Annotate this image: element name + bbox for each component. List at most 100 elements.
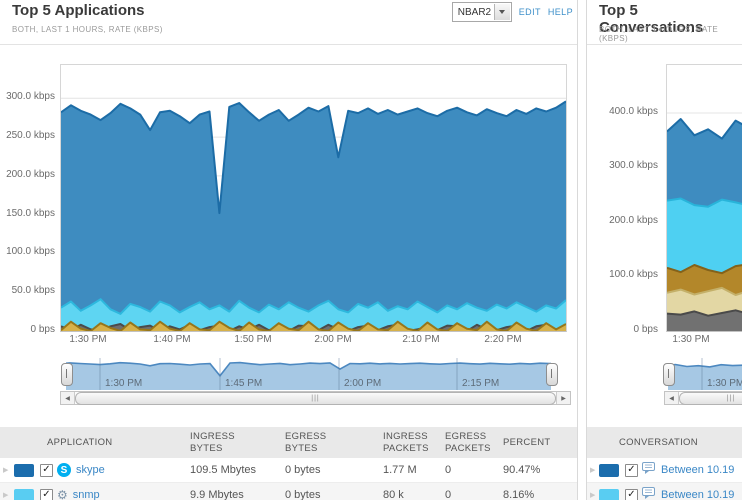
table-cell: 0 bytes: [285, 489, 321, 500]
panel-subtitle: BOTH, LAST 1 HOURS, RATE (KBPS): [12, 25, 163, 34]
y-axis-label: 50.0 kbps: [11, 285, 55, 296]
x-axis-label: 1:30 PM: [69, 334, 107, 345]
column-header: INGRESS BYTES: [190, 431, 235, 454]
row-leading-cell: ▶ ✓ ⚙ snmp: [0, 483, 190, 500]
y-axis-label: 200.0 kbps: [609, 215, 658, 226]
table-cell: 80 k: [383, 489, 404, 500]
expand-row-icon[interactable]: ▶: [3, 467, 9, 474]
expand-row-icon[interactable]: ▶: [3, 492, 9, 499]
time-range-brush[interactable]: 1:30 PM 1:45 PM 2:00 PM 2:15 PM: [60, 358, 570, 390]
grip-icon: |||: [726, 395, 736, 402]
table-header-row: CONVERSATION: [587, 427, 742, 458]
x-axis-label: 1:40 PM: [153, 334, 191, 345]
series-color-swatch: [599, 488, 619, 500]
row-checkbox[interactable]: ✓: [40, 488, 53, 500]
series-color-swatch: [14, 463, 34, 477]
expand-row-icon[interactable]: ▶: [590, 492, 596, 499]
stacked-area-svg: [60, 97, 567, 332]
brush-tick-label: 2:15 PM: [462, 378, 500, 389]
table-cell: 8.16%: [503, 489, 535, 500]
applications-area-chart[interactable]: [60, 64, 567, 332]
flow-type-select-value: NBAR2: [457, 6, 492, 18]
panel-controls: NBAR2 EDIT HELP: [451, 2, 573, 22]
conversation-link[interactable]: Between 10.19: [661, 489, 735, 500]
application-link[interactable]: skype: [76, 464, 105, 476]
y-axis-label: 0 bps: [30, 324, 55, 335]
table-row: ▶ ✓ Between 10.19: [587, 483, 742, 500]
series-skype-area: [61, 101, 566, 332]
table-cell: 90.47%: [503, 464, 541, 476]
series-conversation-5-area: [667, 310, 742, 331]
conversation-icon: [642, 461, 656, 479]
row-leading-cell: ▶ ✓ Between 10.19: [587, 483, 742, 500]
conversation-link[interactable]: Between 10.19: [661, 464, 735, 476]
y-axis-label: 400.0 kbps: [609, 106, 658, 117]
table-row: ▶ ✓ Between 10.19: [587, 458, 742, 483]
x-axis-label: 2:00 PM: [314, 334, 352, 345]
chevron-down-icon: [493, 4, 510, 20]
applications-table: APPLICATION INGRESS BYTES EGRESS BYTES INGR…: [0, 427, 577, 500]
table-cell: 1.77 M: [383, 464, 417, 476]
time-range-brush[interactable]: 1:30 PM: [663, 358, 742, 390]
y-axis-label: 200.0 kbps: [6, 169, 55, 180]
table-cell: 9.9 Mbytes: [190, 489, 244, 500]
y-axis: 400.0 kbps 300.0 kbps 200.0 kbps 100.0 kbps…: [587, 64, 658, 335]
column-header: EGRESS BYTES: [285, 431, 327, 454]
brush-handle-right[interactable]: [546, 363, 558, 386]
x-axis: 1:30 PM 1:40 PM 1:50 PM 2:00 PM 2:10 PM 2:20 …: [60, 334, 565, 348]
brush-handle-left[interactable]: [663, 363, 675, 386]
column-header: PERCENT: [503, 436, 551, 448]
chart-hscrollbar[interactable]: ◀ |||: [664, 391, 742, 405]
conversation-icon: [642, 486, 656, 500]
table-cell: 0: [445, 489, 452, 500]
brush-handle-left[interactable]: [61, 363, 73, 386]
chart-hscrollbar[interactable]: ◀ ||| ▶: [60, 391, 571, 405]
y-axis: 300.0 kbps 250.0 kbps 200.0 kbps 150.0 kbps…: [0, 64, 55, 335]
scroll-right-icon[interactable]: ▶: [556, 392, 570, 404]
scroll-left-icon[interactable]: ◀: [665, 392, 679, 404]
scrollbar-thumb[interactable]: |||: [75, 392, 556, 405]
application-link[interactable]: snmp: [72, 489, 100, 500]
table-cell: 109.5 Mbytes: [190, 464, 257, 476]
x-axis-label: 2:20 PM: [484, 334, 522, 345]
series-snmp-area: [61, 299, 566, 331]
edit-link[interactable]: EDIT: [518, 7, 541, 17]
y-axis-label: 0 bps: [633, 324, 658, 335]
column-header: INGRESS PACKETS: [383, 431, 429, 454]
row-checkbox[interactable]: ✓: [625, 488, 638, 500]
scrollbar-thumb[interactable]: |||: [679, 392, 742, 405]
panel-title: Top 5 Conversations: [599, 2, 704, 36]
panel-header: Top 5 Applications BOTH, LAST 1 HOURS, R…: [0, 0, 577, 45]
table-cell: 0 bytes: [285, 464, 321, 476]
top5-applications-panel: Top 5 Applications BOTH, LAST 1 HOURS, R…: [0, 0, 578, 500]
x-axis-label: 1:30 PM: [672, 334, 710, 345]
conversations-table: CONVERSATION ▶ ✓ Between 10.19 ▶ ✓ Between 10.…: [587, 427, 742, 500]
panel-header: Top 5 Conversations BOTH, LAST 1 HOURS, …: [587, 0, 742, 45]
flow-type-select[interactable]: NBAR2: [451, 2, 512, 22]
help-link[interactable]: HELP: [547, 7, 573, 17]
column-header: EGRESS PACKETS: [445, 431, 491, 454]
brush-tick-label: 1:30 PM: [707, 378, 742, 389]
column-header: CONVERSATION: [619, 436, 698, 448]
skype-icon: S: [57, 463, 71, 477]
panel-subtitle: BOTH, LAST 1 HOURS, RATE (KBPS): [599, 25, 719, 43]
y-axis-label: 100.0 kbps: [609, 269, 658, 280]
brush-tick-label: 1:30 PM: [105, 378, 143, 389]
top5-conversations-panel: Top 5 Conversations BOTH, LAST 1 HOURS, …: [586, 0, 742, 500]
panel-title: Top 5 Applications: [12, 2, 145, 19]
y-axis-label: 300.0 kbps: [609, 160, 658, 171]
row-checkbox[interactable]: ✓: [40, 463, 53, 477]
grip-icon: |||: [311, 395, 320, 402]
expand-row-icon[interactable]: ▶: [590, 467, 596, 474]
row-checkbox[interactable]: ✓: [625, 463, 638, 477]
x-axis-label: 2:10 PM: [402, 334, 440, 345]
x-axis-label: 1:50 PM: [234, 334, 272, 345]
series-color-swatch: [599, 463, 619, 477]
table-cell: 0: [445, 464, 452, 476]
conversations-area-chart[interactable]: [666, 64, 742, 332]
x-axis: 1:30 PM: [666, 334, 742, 348]
scroll-left-icon[interactable]: ◀: [61, 392, 75, 404]
stacked-area-svg: [666, 112, 742, 331]
